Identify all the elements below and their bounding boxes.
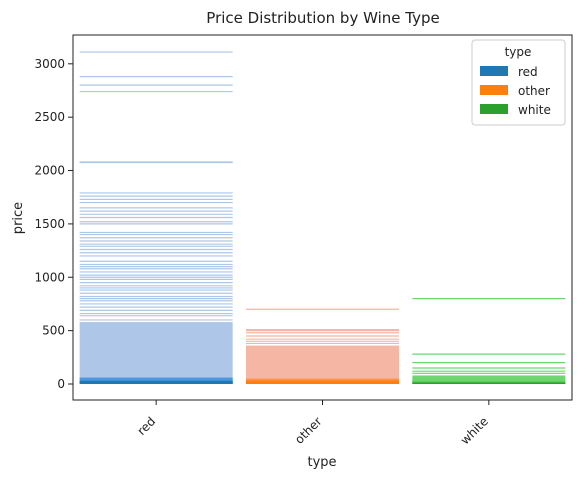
x-axis-title: type <box>307 455 336 470</box>
legend-title: type <box>505 45 532 59</box>
legend-swatch-white <box>480 104 508 114</box>
x-axis: red other white <box>134 400 491 447</box>
legend-swatch-other <box>480 85 508 95</box>
series-white <box>412 298 566 384</box>
y-tick-label: 3000 <box>34 57 65 71</box>
legend-label-red: red <box>518 65 538 79</box>
legend-label-white: white <box>518 103 551 117</box>
core-band-other <box>245 380 400 384</box>
y-tick-label: 1000 <box>34 270 65 284</box>
y-tick-label: 1500 <box>34 217 65 231</box>
legend-label-other: other <box>518 84 550 98</box>
y-tick-label: 0 <box>57 377 65 391</box>
y-tick-label: 2000 <box>34 164 65 178</box>
dense-band-red <box>79 322 233 384</box>
x-tick-label-other: other <box>292 414 325 447</box>
legend-swatch-red <box>480 66 508 76</box>
core-band-red <box>79 380 233 384</box>
chart-title: Price Distribution by Wine Type <box>206 9 439 27</box>
plot-marks <box>79 51 566 384</box>
y-axis-title: price <box>11 202 26 234</box>
legend-entries: red other white <box>480 65 551 117</box>
dense-band-other <box>245 345 400 384</box>
y-tick-label: 2500 <box>34 110 65 124</box>
x-tick-label-red: red <box>134 414 158 438</box>
series-other <box>245 308 400 384</box>
x-tick-label-white: white <box>458 414 491 447</box>
legend-box <box>471 39 566 126</box>
series-red <box>79 51 233 384</box>
legend: type red other white <box>471 39 566 126</box>
mid-band-white <box>412 380 566 384</box>
y-axis: 0 500 1000 1500 2000 2500 3000 <box>34 57 73 391</box>
y-tick-label: 500 <box>42 324 65 338</box>
dense-band-white <box>412 375 566 384</box>
core-band-white <box>412 382 566 384</box>
